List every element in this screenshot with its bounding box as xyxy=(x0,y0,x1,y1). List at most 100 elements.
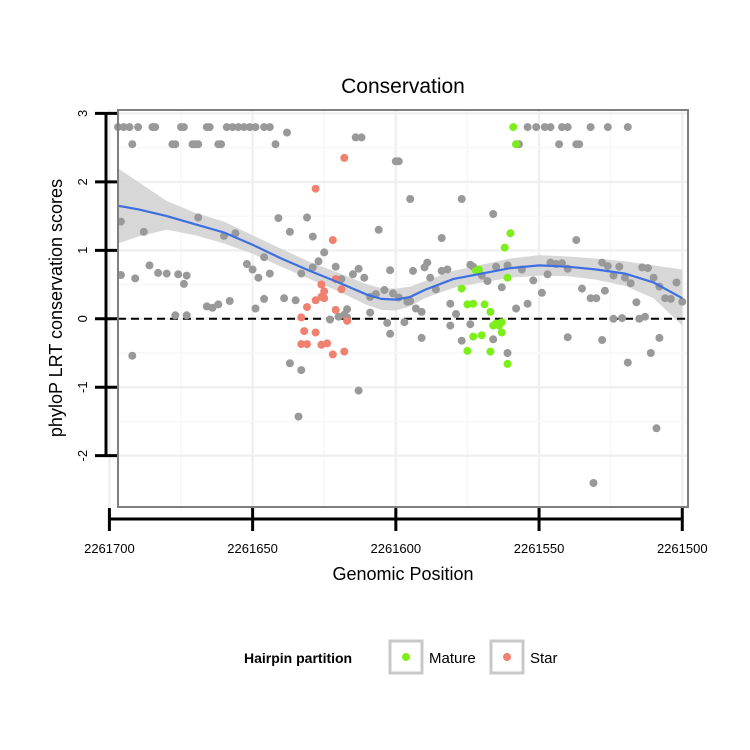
point-star xyxy=(317,280,326,289)
point-other xyxy=(354,264,363,273)
x-tick-label: 2261700 xyxy=(84,541,135,556)
point-mature xyxy=(477,331,486,340)
point-mature xyxy=(463,300,472,309)
smooth-line xyxy=(117,204,683,301)
point-star xyxy=(303,303,311,312)
point-other xyxy=(194,140,203,149)
point-other xyxy=(231,229,240,238)
point-other xyxy=(512,304,521,313)
point-other xyxy=(600,286,609,295)
point-other xyxy=(563,333,572,342)
point-other xyxy=(446,321,455,330)
point-other xyxy=(623,358,632,367)
point-star xyxy=(328,236,337,245)
y-tick-label: 3 xyxy=(75,110,90,117)
point-other xyxy=(326,315,334,324)
point-star xyxy=(340,347,349,356)
point-other xyxy=(592,294,601,303)
point-other xyxy=(260,123,269,132)
point-star xyxy=(297,313,306,322)
point-other xyxy=(131,274,140,283)
point-other xyxy=(380,286,389,294)
point-other xyxy=(492,262,501,271)
point-other xyxy=(285,359,294,368)
y-tick-label: 1 xyxy=(75,247,90,254)
point-other xyxy=(417,333,426,342)
point-other xyxy=(303,213,311,222)
point-other xyxy=(320,248,329,257)
point-other xyxy=(383,318,392,327)
point-other xyxy=(523,123,532,132)
y-tick-label: -1 xyxy=(75,381,90,393)
point-other xyxy=(386,266,395,275)
point-other xyxy=(374,225,383,234)
point-other xyxy=(572,236,581,245)
point-mature xyxy=(469,299,478,308)
point-other xyxy=(182,311,191,320)
x-tick-label: 2261550 xyxy=(514,541,565,556)
point-mature xyxy=(509,123,518,132)
point-other xyxy=(119,123,128,132)
point-star xyxy=(323,339,332,348)
y-tick-label: -2 xyxy=(75,450,90,462)
point-other xyxy=(483,277,492,286)
point-other xyxy=(609,271,618,280)
point-other xyxy=(314,257,323,266)
point-other xyxy=(145,261,154,270)
point-other xyxy=(208,303,217,312)
point-star xyxy=(337,285,346,294)
legend-dot-star xyxy=(503,653,511,661)
point-other xyxy=(171,140,180,149)
point-other xyxy=(400,318,409,327)
point-mature xyxy=(457,284,466,293)
point-star xyxy=(300,327,309,336)
plot-panel-border xyxy=(117,109,689,508)
point-other xyxy=(334,312,343,321)
point-other xyxy=(563,123,572,132)
point-other xyxy=(586,294,595,303)
point-mature xyxy=(512,140,521,149)
point-other xyxy=(666,294,675,303)
point-other xyxy=(540,123,549,132)
point-mature xyxy=(500,243,509,252)
point-other xyxy=(228,123,237,132)
point-other xyxy=(532,123,541,132)
point-other xyxy=(260,294,269,303)
point-other xyxy=(391,157,400,166)
point-other xyxy=(357,133,366,142)
point-other xyxy=(154,268,163,277)
point-other xyxy=(621,273,629,282)
x-tick-label: 2261650 xyxy=(227,541,278,556)
point-other xyxy=(179,123,188,132)
point-other xyxy=(225,297,234,305)
point-other xyxy=(406,195,415,203)
point-other xyxy=(265,123,274,132)
chart-title: Conservation xyxy=(341,75,465,98)
y-axis: -2 -1 0 1 2 3 xyxy=(75,110,117,462)
point-other xyxy=(162,269,171,278)
point-other xyxy=(242,260,251,268)
point-other xyxy=(457,195,466,203)
point-star xyxy=(328,350,337,359)
point-other xyxy=(503,349,512,357)
point-other xyxy=(409,266,417,275)
point-other xyxy=(529,276,538,285)
point-other xyxy=(641,312,649,321)
grid-lines xyxy=(108,110,688,507)
point-other xyxy=(351,133,360,142)
legend-label-mature: Mature xyxy=(429,650,476,667)
point-other xyxy=(128,351,137,360)
point-other xyxy=(546,123,555,132)
point-other xyxy=(248,265,257,274)
legend: Hairpin partition Mature Star xyxy=(244,639,558,675)
x-axis-label: Genomic Position xyxy=(332,564,473,584)
point-other xyxy=(285,227,294,236)
point-other xyxy=(555,140,564,149)
point-other xyxy=(655,333,664,342)
point-other xyxy=(386,329,395,338)
point-other xyxy=(308,263,317,272)
point-other xyxy=(194,213,203,222)
point-other xyxy=(280,294,289,303)
y-axis-label: phyloP LRT conservation scores xyxy=(46,179,66,437)
